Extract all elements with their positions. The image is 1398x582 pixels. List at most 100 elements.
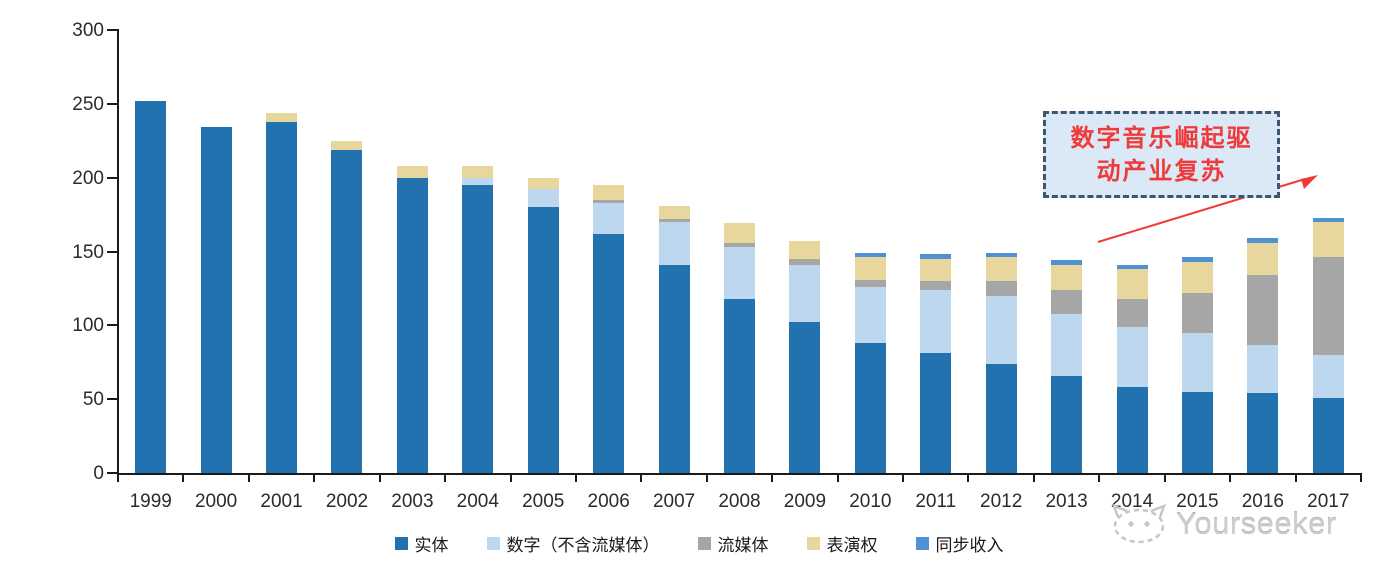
bar-segment-数字（不含流媒体） [1116,326,1148,388]
x-tick-label: 2003 [391,491,434,512]
annotation-line2: 动产业复苏 [1096,157,1227,185]
bar-segment-实体 [854,343,886,473]
bar-segment-流媒体 [593,199,625,203]
bar-segment-流媒体 [1051,289,1083,314]
legend-swatch-icon [915,537,929,550]
x-tick [1294,473,1297,482]
x-tick [836,473,839,482]
x-tick-label: 2016 [1241,491,1284,512]
legend-swatch-icon [486,537,500,550]
legend-swatch-icon [697,537,711,550]
bar-segment-表演权 [920,258,952,282]
bar-segment-同步收入 [985,252,1017,258]
bar-segment-数字（不含流媒体） [658,221,690,265]
watermark-text: Yourseeker [1176,506,1337,541]
bar-segment-数字（不含流媒体） [985,295,1017,364]
bar-segment-流媒体 [985,281,1017,296]
y-tick-label: 150 [72,241,104,263]
x-tick [967,473,970,482]
x-tick-label: 2013 [1045,491,1088,512]
bar-segment-实体 [1181,391,1213,473]
bar-segment-实体 [462,185,494,473]
x-axis-line [117,473,1361,475]
cat-logo-icon [1111,503,1167,544]
bar-segment-数字（不含流媒体） [1247,344,1279,394]
y-tick [107,472,118,474]
y-tick [107,29,118,31]
x-tick [1229,473,1232,482]
legend-label: 实体 [414,536,449,555]
bar-segment-流媒体 [920,281,952,290]
x-tick-label: 2012 [980,491,1023,512]
bar-segment-数字（不含流媒体） [789,264,821,323]
legend-label: 同步收入 [935,536,1004,555]
legend-item: 流媒体 [697,531,769,556]
legend-item: 实体 [394,531,449,556]
x-tick-label: 2015 [1176,491,1219,512]
bar-segment-同步收入 [1247,238,1279,243]
chart-legend: 实体 数字（不含流媒体） 流媒体 表演权 同步收入 [0,531,1398,556]
bar-segment-表演权 [593,185,625,200]
x-tick-label: 2002 [325,491,369,512]
bar-segment-表演权 [789,241,821,259]
x-tick-label: 2014 [1110,491,1154,512]
bar-segment-实体 [266,121,298,473]
bar-segment-实体 [1247,393,1279,473]
bar-segment-实体 [724,298,755,473]
bar-segment-数字（不含流媒体） [527,189,559,208]
bar-segment-实体 [200,127,232,473]
bar-segment-实体 [985,363,1017,473]
x-tick-label: 2006 [587,491,630,512]
bar-segment-表演权 [854,257,886,280]
bar-segment-实体 [658,264,690,473]
bar-segment-数字（不含流媒体） [724,247,755,299]
y-tick-label: 250 [72,93,104,115]
bar-segment-同步收入 [920,254,952,259]
x-tick [444,473,447,482]
bar-segment-实体 [920,353,952,473]
bar-segment-数字（不含流媒体） [462,177,494,186]
bar-segment-表演权 [462,165,494,178]
x-tick-label: 2011 [915,491,957,512]
bar-segment-流媒体 [854,279,886,287]
bar-segment-数字（不含流媒体） [854,286,886,344]
bar-segment-实体 [1051,375,1083,473]
annotation-callout: 数字音乐崛起驱 动产业复苏 [1043,111,1280,198]
bar-segment-表演权 [331,140,363,150]
bar-segment-流媒体 [789,258,821,265]
y-tick [107,324,118,327]
bar-segment-流媒体 [1116,298,1148,327]
bar-segment-表演权 [1181,261,1213,293]
y-tick [107,102,118,105]
bar-segment-流媒体 [1312,257,1344,355]
bar-segment-同步收入 [1181,257,1213,262]
x-tick-label: 1999 [129,491,172,512]
bar-segment-表演权 [527,177,559,190]
bar-segment-表演权 [1312,221,1344,258]
legend-swatch-icon [806,537,820,550]
y-tick-label: 200 [72,167,104,189]
legend-item: 表演权 [806,531,878,556]
bar-segment-表演权 [724,223,755,243]
bar-segment-同步收入 [1116,264,1148,270]
x-tick [640,473,643,482]
bar-segment-实体 [593,233,625,473]
bar-segment-表演权 [1051,264,1083,290]
x-tick [1360,473,1362,482]
legend-swatch-icon [394,537,408,550]
bar-segment-同步收入 [1312,217,1344,222]
x-tick [509,473,512,482]
legend-item: 同步收入 [915,531,1004,556]
x-tick-label: 2009 [783,491,827,512]
y-tick-label: 300 [72,20,104,41]
bar-segment-表演权 [1116,269,1148,299]
x-tick-label: 2005 [522,491,565,512]
x-tick-label: 2001 [260,491,303,512]
y-axis-line [117,29,119,475]
x-tick [771,473,774,482]
x-tick-label: 2008 [718,491,761,512]
y-tick [107,176,118,179]
y-tick-label: 0 [93,463,104,484]
bar-segment-数字（不含流媒体） [1051,313,1083,376]
